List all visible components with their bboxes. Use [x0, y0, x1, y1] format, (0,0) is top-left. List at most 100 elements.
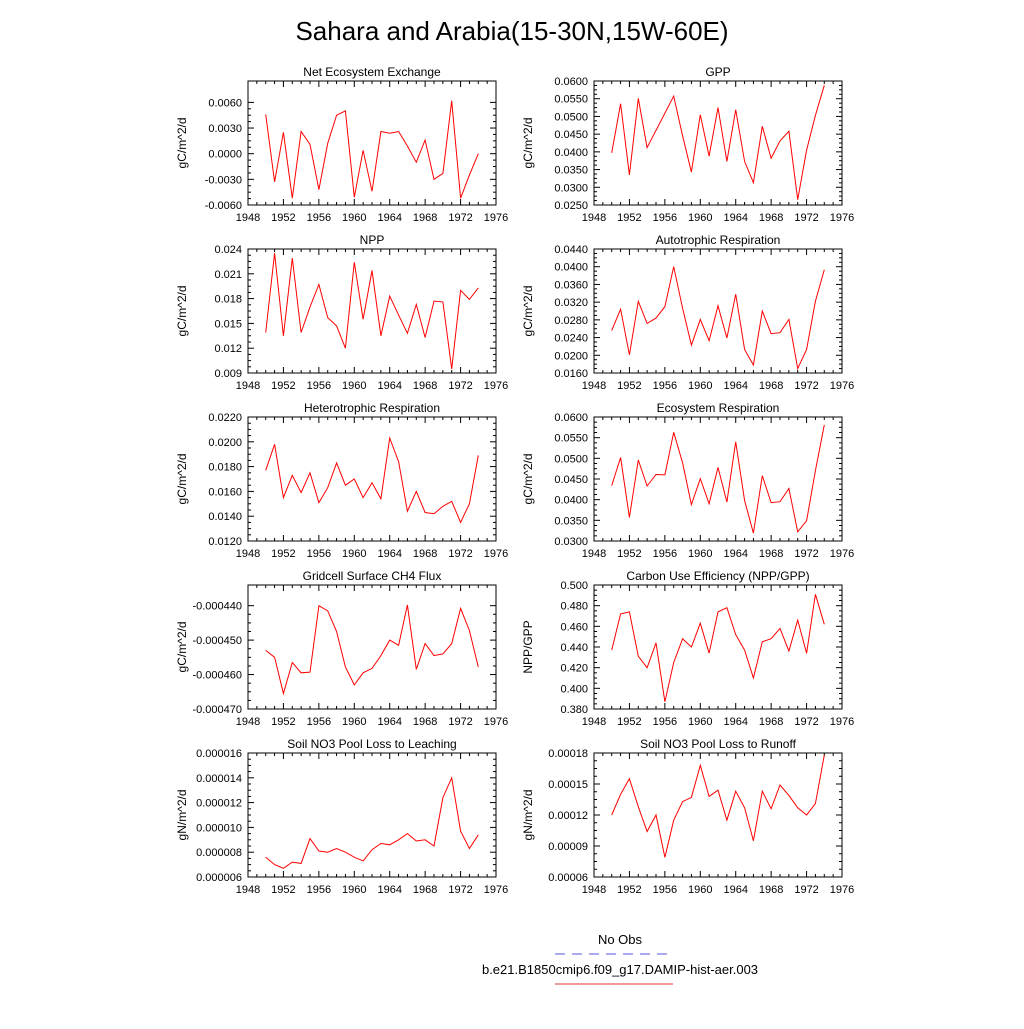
y-tick-label: 0.0550	[554, 433, 588, 445]
y-axis-label: gC/m^2/d	[175, 622, 189, 673]
x-tick-label: 1960	[342, 716, 366, 728]
panel-title: Ecosystem Respiration	[657, 401, 780, 415]
x-tick-label: 1976	[830, 212, 854, 224]
y-tick-label: 0.021	[214, 269, 242, 281]
x-tick-label: 1964	[377, 212, 401, 224]
y-axis-label: gC/m^2/d	[521, 454, 535, 505]
y-tick-label: 0.0600	[554, 412, 588, 424]
x-tick-label: 1968	[413, 548, 437, 560]
x-tick-label: 1968	[759, 716, 783, 728]
x-tick-label: 1948	[236, 380, 260, 392]
y-tick-label: 0.0450	[554, 129, 588, 141]
x-tick-label: 1964	[723, 884, 747, 896]
x-tick-label: 1968	[413, 212, 437, 224]
x-tick-label: 1952	[271, 380, 295, 392]
y-tick-label: 0.0350	[554, 165, 588, 177]
legend-entry-no-obs: No Obs	[430, 932, 810, 947]
series-line	[265, 436, 479, 524]
y-tick-label: 0.0350	[554, 515, 588, 527]
x-tick-label: 1960	[688, 716, 712, 728]
y-tick-label: 0.00018	[548, 748, 588, 760]
x-tick-label: 1964	[377, 884, 401, 896]
x-tick-label: 1956	[653, 716, 677, 728]
y-tick-label: 0.024	[214, 244, 242, 256]
x-tick-label: 1956	[653, 380, 677, 392]
x-tick-label: 1964	[723, 716, 747, 728]
x-tick-label: 1964	[723, 380, 747, 392]
plot-frame	[593, 752, 843, 878]
y-tick-label: 0.0160	[208, 486, 242, 498]
series-line	[265, 604, 479, 696]
x-tick-label: 1964	[377, 548, 401, 560]
x-tick-label: 1972	[794, 212, 818, 224]
y-tick-label: 0.420	[560, 663, 588, 675]
y-axis-label: gN/m^2/d	[175, 790, 189, 841]
y-tick-label: 0.0550	[554, 94, 588, 106]
y-tick-label: 0.0300	[554, 536, 588, 548]
x-tick-label: 1952	[617, 716, 641, 728]
y-tick-label: -0.000460	[192, 670, 242, 682]
y-tick-label: -0.0060	[205, 200, 242, 212]
y-tick-label: 0.0000	[208, 149, 242, 161]
x-tick-label: 1960	[688, 212, 712, 224]
y-tick-label: 0.012	[214, 343, 242, 355]
x-tick-label: 1968	[759, 884, 783, 896]
series-line	[265, 100, 479, 199]
panel-title: Carbon Use Efficiency (NPP/GPP)	[626, 569, 809, 583]
panel-6: Ecosystem Respiration gC/m^2/d 1948 1952 195…	[521, 401, 854, 560]
y-tick-label: 0.009	[214, 368, 242, 380]
x-tick-label: 1968	[413, 380, 437, 392]
y-tick-label: 0.0140	[208, 511, 242, 523]
x-tick-label: 1948	[582, 716, 606, 728]
panel-title: Soil NO3 Pool Loss to Leaching	[287, 737, 456, 751]
x-tick-label: 1960	[342, 380, 366, 392]
y-tick-label: 0.400	[560, 683, 588, 695]
x-tick-label: 1948	[582, 212, 606, 224]
x-tick-label: 1948	[236, 884, 260, 896]
x-tick-label: 1956	[307, 380, 331, 392]
y-tick-label: 0.000014	[196, 773, 242, 785]
y-tick-label: 0.0440	[554, 244, 588, 256]
x-tick-label: 1976	[484, 884, 508, 896]
x-tick-label: 1948	[236, 716, 260, 728]
x-tick-label: 1976	[830, 548, 854, 560]
x-tick-label: 1968	[413, 884, 437, 896]
series-line	[611, 266, 825, 371]
x-tick-label: 1952	[271, 716, 295, 728]
x-tick-label: 1968	[413, 716, 437, 728]
x-tick-label: 1956	[307, 884, 331, 896]
y-tick-label: 0.000016	[196, 748, 242, 760]
y-tick-label: 0.0250	[554, 200, 588, 212]
plot-frame	[247, 416, 497, 542]
x-tick-label: 1952	[617, 548, 641, 560]
legend-label-model: b.e21.B1850cmip6.f09_g17.DAMIP-hist-aer.…	[481, 962, 759, 977]
panel-title: Gridcell Surface CH4 Flux	[303, 569, 442, 583]
panel-title: Autotrophic Respiration	[656, 233, 781, 247]
panel-2: GPP gC/m^2/d 1948 1952 1956 1960 1964 1968 1972 1…	[521, 65, 854, 224]
x-tick-label: 1968	[759, 212, 783, 224]
plot-frame	[247, 584, 497, 710]
y-tick-label: 0.0450	[554, 474, 588, 486]
x-tick-label: 1952	[271, 548, 295, 560]
x-tick-label: 1972	[448, 380, 472, 392]
x-tick-label: 1956	[653, 884, 677, 896]
panel-7: Gridcell Surface CH4 Flux gC/m^2/d 1948 195…	[175, 569, 508, 728]
x-tick-label: 1972	[794, 884, 818, 896]
panel-8: Carbon Use Efficiency (NPP/GPP) NPP/GPP 19…	[521, 569, 854, 728]
x-tick-label: 1960	[342, 884, 366, 896]
y-tick-label: 0.000010	[196, 822, 242, 834]
x-tick-label: 1960	[342, 548, 366, 560]
y-tick-label: 0.380	[560, 704, 588, 716]
x-tick-label: 1956	[307, 716, 331, 728]
x-tick-label: 1948	[582, 548, 606, 560]
x-tick-label: 1968	[759, 380, 783, 392]
y-tick-label: -0.0030	[205, 174, 242, 186]
y-tick-label: 0.0600	[554, 76, 588, 88]
x-tick-label: 1976	[830, 380, 854, 392]
panel-title: Net Ecosystem Exchange	[303, 65, 441, 79]
y-axis-label: NPP/GPP	[521, 620, 535, 673]
series-line	[611, 85, 825, 200]
panel-title: GPP	[705, 65, 730, 79]
y-tick-label: 0.0030	[208, 123, 242, 135]
